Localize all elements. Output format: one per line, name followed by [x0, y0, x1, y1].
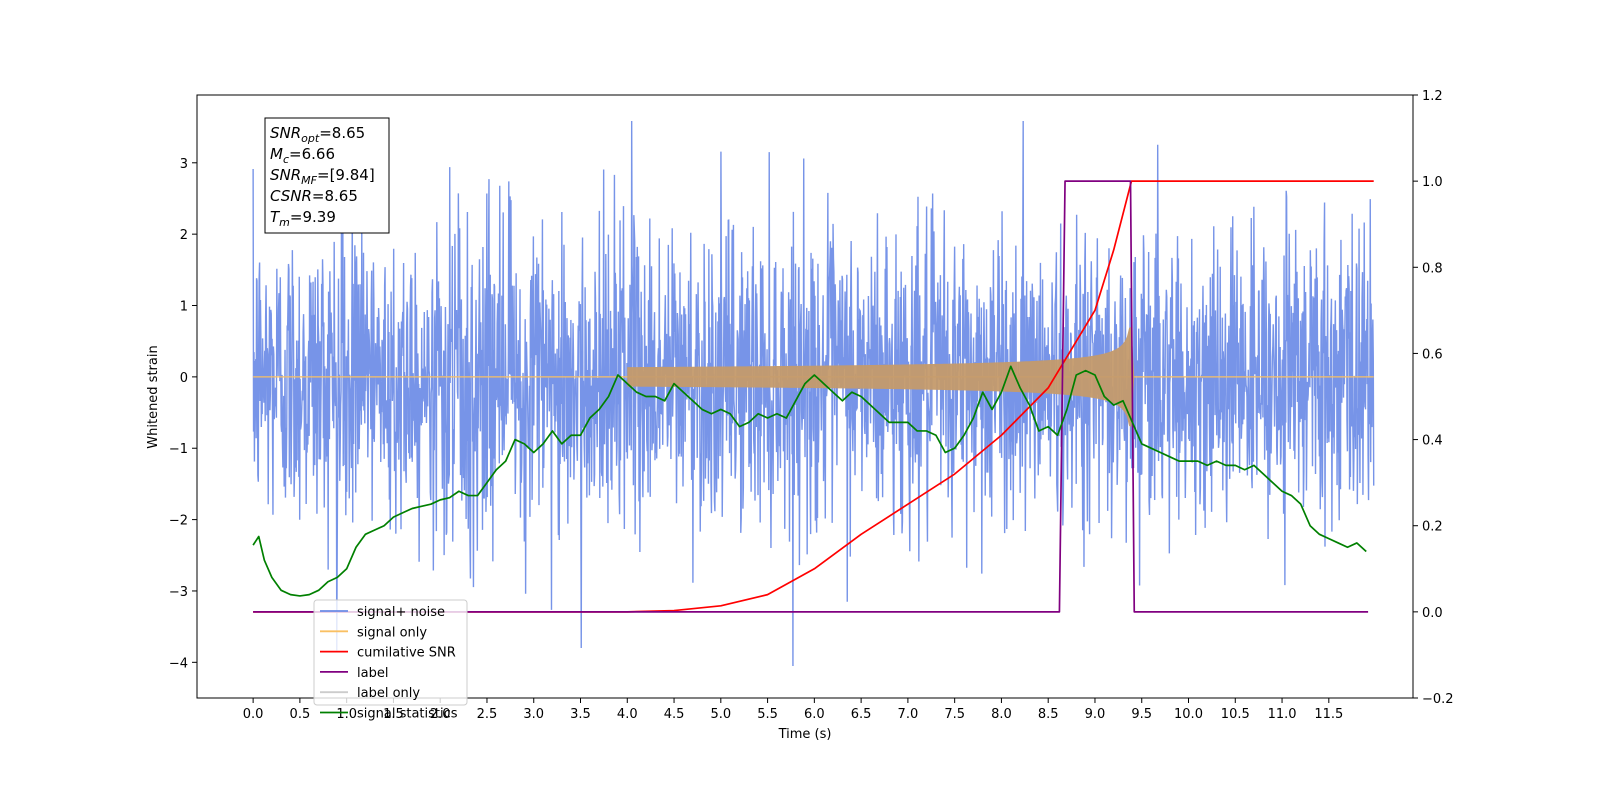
x-tick-label: 4.5 — [664, 707, 685, 722]
x-tick-label: 1.0 — [336, 707, 357, 722]
x-tick-label: 11.0 — [1268, 707, 1297, 722]
y-tick-label: 1 — [180, 300, 188, 315]
series-signal-statistics-line — [252, 365, 1367, 597]
x-tick-label: 0.5 — [290, 707, 311, 722]
annotation-box-frame — [264, 117, 390, 234]
x-tick-label: 7.0 — [898, 707, 919, 722]
axes-frame — [196, 94, 1414, 699]
annotation-line: Mc=6.66 — [270, 145, 335, 166]
x-tick-label: 1.5 — [383, 707, 404, 722]
legend-label: signal statistics — [357, 707, 458, 722]
x-tick-label: 6.0 — [804, 707, 825, 722]
x-tick-label: 3.0 — [523, 707, 544, 722]
annotation-value: =6.66 — [289, 145, 335, 163]
y-tick-label: 0 — [180, 371, 188, 386]
x-tick-label: 5.5 — [757, 707, 778, 722]
y2-tick-label: 1.0 — [1422, 175, 1443, 190]
legend-label: label only — [357, 686, 420, 701]
plot-area — [252, 120, 1375, 667]
series-group — [252, 120, 1375, 667]
x-tick-label: 7.5 — [944, 707, 965, 722]
x-axis-label: Time (s) — [778, 727, 832, 742]
y-tick-label: −3 — [169, 585, 188, 600]
y2-tick-label: 1.2 — [1422, 89, 1443, 104]
x-tick-label: 5.0 — [710, 707, 731, 722]
legend-label: signal+ noise — [357, 605, 445, 620]
legend-frame — [313, 599, 468, 706]
x-tick-label: 9.5 — [1131, 707, 1152, 722]
y-axis-right: −0.2 0.0 0.2 0.4 0.6 0.8 1.0 1.2 — [1413, 89, 1454, 707]
x-tick-label: 4.0 — [617, 707, 638, 722]
y2-tick-label: 0.8 — [1422, 261, 1443, 276]
annotation-subscript: opt — [301, 132, 320, 145]
y-tick-label: −4 — [169, 656, 188, 671]
annotation-subscript: MF — [301, 174, 317, 187]
series-cumulative-snr-line — [253, 180, 1374, 613]
x-tick-label: 10.5 — [1221, 707, 1250, 722]
annotation-subscript: m — [279, 216, 290, 229]
x-tick-label: 3.5 — [570, 707, 591, 722]
x-axis: 0.0 0.5 1.0 1.5 2.0 2.5 3.0 3.5 4.0 4.5 5.0 5.5 6.0 6… — [243, 698, 1343, 722]
annotation-value: =8.65 — [312, 187, 358, 205]
y2-tick-label: 0.2 — [1422, 520, 1443, 535]
x-tick-label: 10.0 — [1174, 707, 1203, 722]
x-tick-label: 0.0 — [243, 707, 264, 722]
y-tick-label: 3 — [180, 157, 188, 172]
y-axis-label: Whitened strain — [146, 345, 161, 448]
annotation-value: =8.65 — [319, 124, 365, 142]
x-tick-label: 2.0 — [430, 707, 451, 722]
annotation-symbol: CSNR — [270, 187, 312, 205]
y-tick-label: −2 — [169, 514, 188, 529]
x-tick-label: 9.0 — [1085, 707, 1106, 722]
legend-label: label — [357, 666, 388, 681]
legend-label: signal only — [357, 625, 427, 640]
series-signal-only-chirp — [627, 326, 1135, 427]
series-signal-noise-line — [252, 120, 1375, 667]
annotation-symbol: SNR — [270, 166, 301, 184]
annotation-symbol: T — [270, 208, 281, 226]
x-tick-label: 8.5 — [1038, 707, 1059, 722]
x-tick-label: 6.5 — [851, 707, 872, 722]
y2-tick-label: 0.0 — [1422, 606, 1443, 621]
annotation-subscript: c — [283, 153, 289, 166]
y2-tick-label: 0.6 — [1422, 347, 1443, 362]
annotation-line: SNRopt=8.65 — [270, 124, 365, 145]
y2-tick-label: −0.2 — [1422, 692, 1454, 707]
y-tick-label: −1 — [169, 442, 188, 457]
annotation-symbol: M — [270, 145, 283, 163]
legend-label: cumilative SNR — [357, 646, 456, 661]
x-tick-label: 2.5 — [477, 707, 498, 722]
y-tick-label: 2 — [180, 228, 188, 243]
annotation-line: CSNR=8.65 — [270, 187, 358, 205]
annotation-value: =[9.84] — [317, 166, 375, 184]
y2-tick-label: 0.4 — [1422, 434, 1443, 449]
legend: signal+ noise signal only cumilative SNR la… — [313, 599, 468, 722]
annotation-line: Tm=9.39 — [270, 208, 336, 229]
annotation-line: SNRMF=[9.84] — [270, 166, 375, 187]
parameters-annotation-box: SNRopt=8.65Mc=6.66SNRMF=[9.84]CSNR=8.65T… — [264, 117, 390, 234]
annotation-symbol: SNR — [270, 124, 301, 142]
x-tick-label: 11.5 — [1314, 707, 1343, 722]
annotation-value: =9.39 — [290, 208, 336, 226]
series-label-line — [253, 180, 1369, 613]
x-tick-label: 8.0 — [991, 707, 1012, 722]
y-axis-left: −4 −3 −2 −1 0 1 2 3 — [169, 157, 197, 671]
